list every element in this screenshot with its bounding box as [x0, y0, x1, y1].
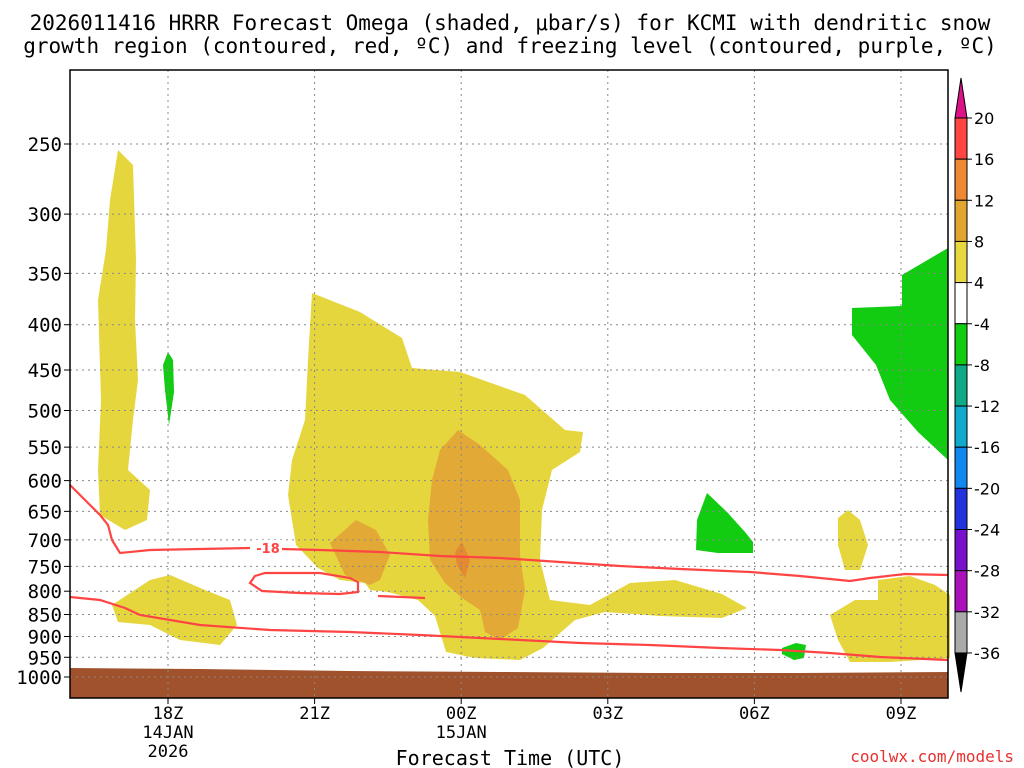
colorbar-segment [954, 199, 968, 242]
y-tick-label: 250 [28, 134, 62, 156]
omega-region-right-low [830, 576, 950, 662]
y-tick-label: 350 [28, 263, 62, 285]
dgz-contour-loop [248, 571, 360, 596]
y-tick-label: 800 [28, 581, 62, 603]
colorbar-label: -28 [974, 562, 1000, 581]
y-tick-label: 1000 [16, 667, 62, 689]
x-tick-label: 18Z [153, 704, 184, 724]
y-tick-label: 300 [28, 204, 62, 226]
x-axis-title: Forecast Time (UTC) [396, 746, 625, 768]
dgz-contour-short [377, 594, 426, 600]
colorbar-segment [954, 446, 968, 489]
x-tick-label: 2026 [148, 742, 189, 762]
colorbar-segment [954, 529, 968, 572]
y-tick-label: 650 [28, 501, 62, 523]
contour-label-bg [254, 540, 282, 556]
x-tick-label: 14JAN [142, 723, 193, 743]
x-tick-label: 15JAN [436, 723, 487, 743]
y-tick-label: 450 [28, 360, 62, 382]
colorbar-segment [954, 282, 968, 325]
plot-area: -18 [69, 69, 950, 699]
chart-title-line2: growth region (contoured, red, ºC) and f… [23, 34, 997, 58]
omega-region-neg-top-right [852, 248, 948, 460]
chart-title-line1: 2026011416 HRRR Forecast Omega (shaded, … [30, 11, 991, 35]
dgz-contour-left-upper [69, 484, 251, 555]
colorbar-label: 8 [974, 232, 984, 251]
x-tick-label: 06Z [739, 704, 770, 724]
dgz-contours [69, 484, 949, 662]
y-tick-label: 700 [28, 530, 62, 552]
omega-region-neg-mid-right [696, 493, 753, 553]
dgz-contour-lower [69, 595, 949, 662]
omega-region-side-8 [330, 520, 390, 585]
colorbar-segment [954, 487, 968, 531]
omega-shading-8-12 [330, 430, 525, 640]
omega-region-main [288, 293, 747, 660]
x-tick-label: 03Z [592, 704, 623, 724]
colorbar-segment [954, 405, 968, 448]
y-tick-label: 500 [28, 401, 62, 423]
omega-region-core-8 [428, 430, 525, 640]
contour-label: -18 [256, 542, 280, 557]
omega-region-right-blob [838, 510, 868, 570]
colorbar-segment [954, 364, 968, 407]
colorbar: 20 16 12 8 4 -4 -8 -12 -16 -20 -24 -28 -32 -36 [954, 77, 1000, 693]
x-tick-label: 09Z [886, 704, 917, 724]
colorbar-label: 4 [974, 274, 984, 293]
y-tick-label: 750 [28, 556, 62, 578]
colorbar-label: -20 [974, 479, 1000, 498]
colorbar-label: -4 [974, 315, 990, 334]
colorbar-segment [954, 158, 968, 201]
omega-shading-12-16 [455, 542, 470, 578]
grid-lines [70, 70, 948, 698]
colorbar-label: 20 [974, 109, 994, 128]
y-tick-label: 400 [28, 315, 62, 337]
colorbar-label: -32 [974, 603, 1000, 622]
y-tick-label: 850 [28, 605, 62, 627]
plot-frame [69, 69, 949, 699]
colorbar-arrow-bottom [954, 652, 968, 693]
colorbar-segment [954, 117, 968, 160]
omega-region-core-12 [455, 542, 470, 578]
ground-surface [70, 668, 948, 698]
colorbar-label: 12 [974, 191, 994, 210]
colorbar-label: -16 [974, 438, 1000, 457]
colorbar-segment [954, 570, 968, 613]
colorbar-label: -36 [974, 644, 1000, 663]
y-tick-label: 600 [28, 471, 62, 493]
colorbar-label: -8 [974, 356, 990, 375]
y-tick-label: 900 [28, 626, 62, 648]
colorbar-segment [954, 323, 968, 366]
dgz-contour-upper-main [281, 547, 949, 583]
x-tick-label: 21Z [299, 704, 330, 724]
y-tick-label: 950 [28, 647, 62, 669]
colorbar-segment [954, 611, 968, 654]
y-tick-label: 550 [28, 437, 62, 459]
colorbar-segment [954, 240, 968, 284]
omega-region-early-column [98, 150, 150, 530]
colorbar-label: 16 [974, 150, 994, 169]
omega-shading-4-8 [98, 150, 950, 662]
watermark: coolwx.com/models [850, 747, 1014, 766]
x-tick-label: 00Z [446, 704, 477, 724]
colorbar-label: -24 [974, 521, 1000, 540]
omega-region-low-left [112, 575, 237, 645]
contour-label-group: -18 [254, 540, 282, 557]
colorbar-label: -12 [974, 397, 1000, 416]
y-axis: 2503003504004505005506006507007508008509… [16, 134, 70, 689]
